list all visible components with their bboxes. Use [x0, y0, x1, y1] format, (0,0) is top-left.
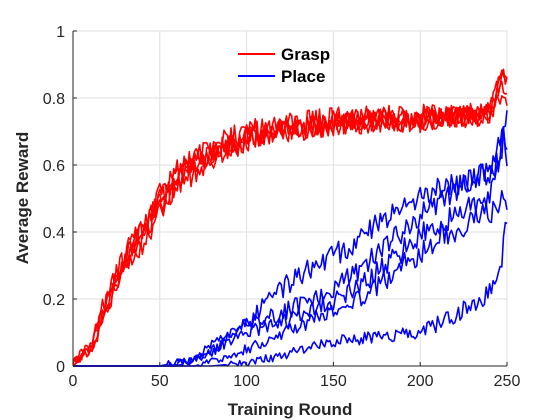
y-tick-label: 1: [56, 24, 65, 41]
y-tick-label: 0.6: [43, 158, 65, 175]
grasp-run-line: [72, 69, 508, 361]
y-tick-label: 0.2: [43, 292, 65, 309]
y-tick-labels: 0 0.2 0.4 0.6 0.8 1: [43, 24, 65, 376]
y-axis-title: Average Reward: [13, 132, 32, 265]
x-axis-title: Training Round: [228, 400, 353, 419]
legend-label-place: Place: [281, 67, 325, 86]
x-tick-label: 150: [320, 373, 347, 390]
grasp-run-line: [72, 68, 508, 363]
x-tick-labels: 0 50 100 150 200 250: [69, 373, 521, 390]
y-tick-label: 0: [56, 359, 65, 376]
x-tick-label: 0: [69, 373, 78, 390]
legend: Grasp Place: [238, 45, 330, 86]
legend-label-grasp: Grasp: [281, 45, 330, 64]
x-tick-label: 50: [151, 373, 169, 390]
x-tick-label: 200: [407, 373, 434, 390]
grasp-run-line: [72, 93, 508, 364]
x-tick-label: 250: [494, 373, 521, 390]
y-tick-label: 0.8: [43, 91, 65, 108]
grasp-run-line: [72, 80, 508, 366]
x-tick-label: 100: [233, 373, 260, 390]
y-tick-label: 0.4: [43, 225, 65, 242]
axes: [72, 30, 508, 367]
